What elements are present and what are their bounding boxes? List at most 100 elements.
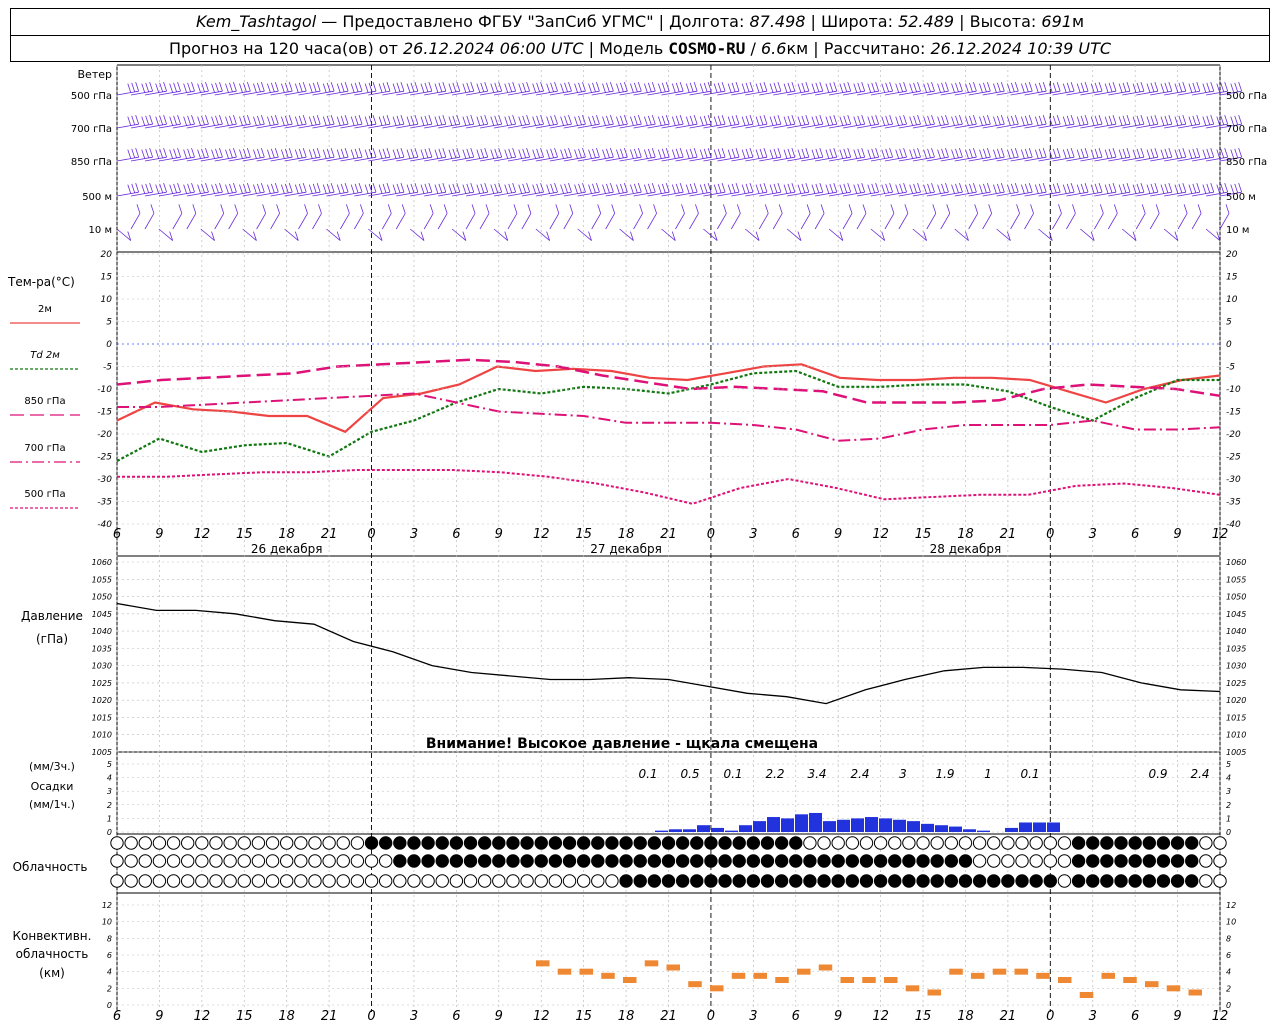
lon-value: 87.498 [749,12,806,31]
wind-barb [926,204,937,230]
wind-barb [1108,148,1131,162]
wind-barb [912,82,935,96]
wind-barb [1205,82,1229,96]
hour-tick-label: 18 [957,1009,974,1024]
wind-barb [298,183,321,197]
conv-cloud-bar [992,968,1007,975]
alt-value: 691 [1041,12,1072,31]
cloud-overcast-icon [506,854,520,868]
wind-barb [242,115,265,129]
cloud-overcast-icon [746,874,761,888]
conv-cloud-bar [644,960,659,967]
temp-tick-right: 0 [1226,340,1232,350]
cloud-overcast-icon [364,836,379,850]
precip-bar [669,829,682,832]
wind-barb [1136,183,1159,197]
lat-label: Широта: [821,12,893,31]
cloud-overcast-icon [902,854,916,868]
wind-barb [689,148,712,162]
cloud-overcast-icon [591,854,605,868]
temp-tick-left: -5 [103,363,112,373]
wind-level-label: 10 м [89,225,112,236]
wind-barb [438,82,461,96]
header-row-2: Прогноз на 120 часа(ов) от 26.12.2024 06… [11,35,1269,62]
cloud-clear-icon [1015,836,1029,850]
hour-tick-label: 15 [575,527,592,542]
wind-barb [549,148,572,162]
wind-barb [968,115,991,129]
wind-barb [200,82,223,96]
cloud-clear-icon [803,836,817,850]
wind-barb [647,115,670,129]
wind-barb [396,82,419,96]
wind-barb [647,204,657,230]
cloud-clear-icon [166,874,181,888]
cloud-symbols [110,836,1227,888]
cloud-overcast-icon [1128,854,1142,868]
hour-tick-label: 15 [915,1009,932,1024]
cloud-overcast-icon [987,874,1001,888]
conv-cloud-bar [818,964,833,971]
wind-barb [200,228,215,241]
cloud-overcast-icon [944,854,959,868]
wind-barb [1122,228,1137,241]
cloud-overcast-icon [605,836,619,850]
wind-barb [1164,148,1187,162]
wind-barb [452,115,475,129]
cloud-overcast-icon [576,854,591,868]
hour-tick-label: 21 [660,527,677,542]
wind-barb [703,228,718,241]
hour-tick-label: 21 [660,1009,677,1024]
wind-barb [563,82,586,96]
precip-tick-left: 3 [107,787,112,796]
pressure-tick-right: 1010 [1226,731,1246,740]
wind-barb [661,228,676,241]
conv-tick-right: 6 [1226,951,1231,960]
wind-barb [912,183,935,197]
wind-barb [801,115,824,129]
temp-tick-left: -20 [97,430,112,440]
wind-barb [940,82,963,96]
wind-barb [256,204,266,230]
cloud-overcast-icon [817,874,831,888]
wind-barb [815,82,838,96]
precip-bar [739,825,752,832]
wind-barb [479,183,503,197]
wind-barb [689,82,712,96]
temp-tick-left: -40 [97,520,112,530]
wind-barb [493,183,517,197]
conv-cloud-bar [949,968,963,975]
wind-barb [1052,204,1062,230]
wind-barb [633,183,656,197]
conv-cloud-bar [688,981,702,988]
precip-tick-right: 2 [1226,801,1231,810]
conv-tick-right: 8 [1226,934,1231,943]
wind-barb [242,148,265,162]
wind-barb [1219,82,1243,96]
lat-value: 52.489 [898,12,955,31]
precip-bar [1033,822,1046,832]
wind-barb [507,204,518,230]
cloud-overcast-icon [888,874,902,888]
hour-tick-label: 0 [367,1009,375,1024]
pressure-panel-unit: (гПа) [36,632,68,646]
wind-barb [731,183,754,197]
wind-barb [382,148,405,162]
pressure-tick-right: 1030 [1226,662,1246,671]
cloud-overcast-icon [1086,874,1100,888]
grid [116,65,1221,1012]
cloud-overcast-icon [1086,836,1100,850]
wind-barb [172,148,195,162]
cloud-overcast-icon [831,854,845,868]
wind-barb [158,183,181,197]
wind-barb [619,148,642,162]
hour-tick-label: 18 [618,1009,635,1024]
cloud-overcast-icon [831,874,845,888]
wind-barb [521,115,544,129]
wind-barb [1038,148,1061,162]
pressure-warning: Внимание! Высокое давление - щкала смеще… [426,736,818,752]
wind-barb [1080,228,1095,241]
cloud-overcast-icon [449,854,464,868]
temp-ticks: 20 20 15 15 10 10 5 5 0 0 -5 -5 -10 -10 -15 -15 -20 -20 -2… [97,250,1241,530]
wind-barb [926,115,949,129]
